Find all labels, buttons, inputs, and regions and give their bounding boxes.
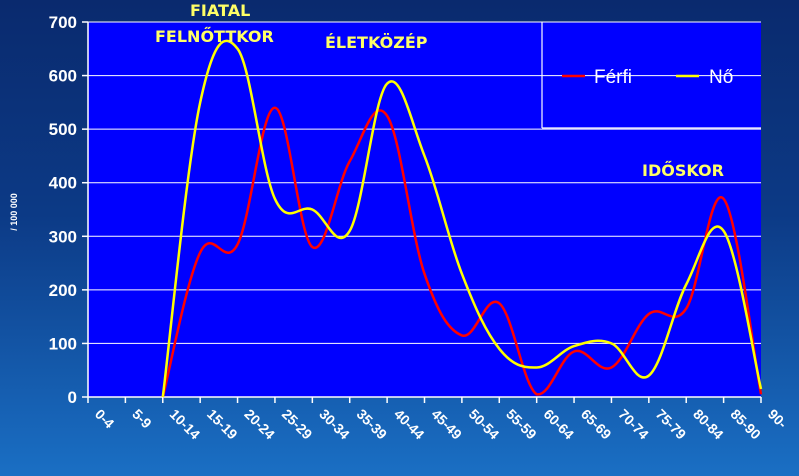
x-tick-label: 45-49 — [428, 406, 465, 443]
y-tick-label: 600 — [49, 67, 77, 86]
x-tick-label: 50-54 — [466, 406, 503, 443]
plot-area — [88, 22, 761, 397]
x-tick-label: 85-90 — [727, 406, 764, 443]
y-tick-label: 200 — [49, 281, 77, 300]
y-tick-label: 300 — [49, 227, 77, 246]
series-line-ferfi — [161, 106, 763, 398]
x-tick-label: 30-34 — [316, 406, 353, 443]
y-tick-label: 500 — [49, 120, 77, 139]
x-tick-label: 25-29 — [279, 406, 316, 443]
annotation-idoskor: IDŐSKOR — [642, 160, 724, 180]
legend-label-ferfi: Férfi — [594, 67, 632, 88]
annotation-eletkozep: ÉLETKÖZÉP — [325, 33, 428, 52]
annotation-felnottkor: FELNŐTTKOR — [155, 26, 274, 46]
x-tick-label: 10-14 — [167, 406, 204, 443]
x-tick-label: 15-19 — [204, 406, 241, 443]
y-tick-label: 0 — [68, 388, 77, 407]
y-axis-label: / 100 000 — [9, 193, 19, 231]
x-tick-label: 20-24 — [241, 406, 278, 443]
gridlines — [88, 21, 761, 344]
y-tick-label: 700 — [49, 13, 77, 32]
series-line-no — [161, 39, 763, 398]
x-tick-label: 40-44 — [391, 406, 428, 443]
legend-label-no: Nő — [709, 67, 733, 88]
legend: Férfi Nő — [541, 22, 761, 129]
x-tick-label: 75-79 — [653, 406, 690, 443]
y-axis-ticks: 0 100 200 300 400 500 600 700 — [49, 13, 89, 407]
x-tick-label: 55-59 — [503, 406, 540, 443]
x-tick-label: 0-4 — [92, 406, 118, 432]
annotation-fiatal: FIATAL — [190, 1, 250, 20]
x-tick-label: 65-69 — [578, 406, 615, 443]
x-tick-label: 80-84 — [690, 406, 727, 443]
x-axis-ticks: 0-4 5-9 10-14 15-19 20-24 25-29 30-34 35-39 40-4… — [87, 396, 791, 443]
x-tick-label: 60-64 — [541, 406, 578, 443]
x-tick-label: 70-74 — [615, 406, 652, 443]
y-tick-label: 400 — [49, 174, 77, 193]
x-tick-label: 35-39 — [354, 406, 391, 443]
series-lines — [161, 39, 763, 398]
y-tick-label: 100 — [49, 334, 77, 353]
x-tick-label: 90- — [765, 406, 791, 432]
x-tick-label: 5-9 — [129, 406, 155, 432]
